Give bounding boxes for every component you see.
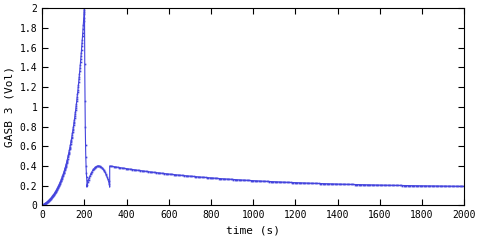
- Y-axis label: GASB 3 (Vol): GASB 3 (Vol): [4, 66, 14, 147]
- X-axis label: time (s): time (s): [226, 226, 280, 236]
